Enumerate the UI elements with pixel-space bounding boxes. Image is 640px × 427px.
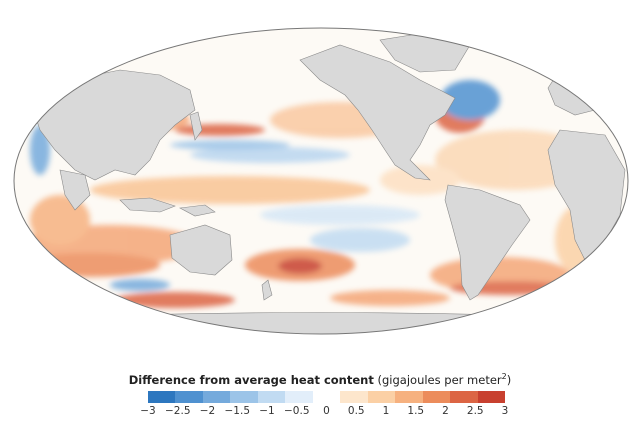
colorbar-swatch	[148, 391, 176, 403]
colorbar-swatch	[285, 391, 313, 403]
legend-title: Difference from average heat content (gi…	[0, 372, 640, 387]
indonesia	[119, 197, 176, 213]
australia	[169, 224, 233, 276]
north-america	[299, 44, 456, 181]
colorbar-swatch	[257, 391, 286, 403]
new-zealand	[261, 279, 273, 301]
south-america	[444, 184, 531, 301]
india	[59, 169, 91, 211]
colorbar-tick-label: 1	[382, 405, 390, 417]
legend-title-main: Difference from average heat content	[128, 372, 374, 387]
colorbar-swatch	[312, 391, 341, 403]
colorbar-swatch	[395, 391, 423, 403]
colorbar-swatch	[367, 391, 396, 403]
colorbar-tick-label: −1	[259, 405, 275, 417]
map-outline	[13, 27, 629, 335]
colorbar-tick-label: −0.5	[284, 405, 310, 417]
colorbar-tick-label: 0	[323, 405, 330, 417]
legend-title-close: )	[506, 372, 512, 387]
colorbar-swatch	[422, 391, 451, 403]
colorbar	[148, 391, 506, 403]
new-guinea	[179, 204, 216, 217]
japan	[189, 111, 203, 141]
asia	[29, 69, 196, 181]
colorbar-tick-label: −1.5	[224, 405, 251, 417]
legend-title-superscript: 2	[501, 372, 507, 381]
legend-title-unit: (gigajoules per meter	[377, 372, 502, 387]
colorbar-tick-label: −3	[140, 405, 156, 417]
colorbar-tick-label: 0.5	[347, 405, 365, 417]
world-heat-content-map	[13, 27, 629, 335]
colorbar-swatch	[340, 391, 368, 403]
antarctica	[14, 312, 628, 334]
colorbar-tick-label: 1.5	[407, 405, 425, 417]
colorbar-tick-label: −2	[199, 405, 216, 417]
colorbar-swatch	[230, 391, 258, 403]
colorbar-swatch	[175, 391, 203, 403]
colorbar-swatch	[477, 391, 506, 403]
colorbar-tick-label: 2	[442, 405, 449, 417]
colorbar-tick-label: 2.5	[466, 405, 484, 417]
colorbar-swatch	[202, 391, 231, 403]
colorbar-swatch	[450, 391, 478, 403]
colorbar-ticks: −3 −2.5 −2 −1.5 −1 −0.5 0 0.5 1 1.5 2 2.5 3	[0, 405, 640, 425]
colorbar-tick-label: 3	[501, 405, 509, 417]
colorbar-tick-label: −2.5	[165, 405, 191, 417]
